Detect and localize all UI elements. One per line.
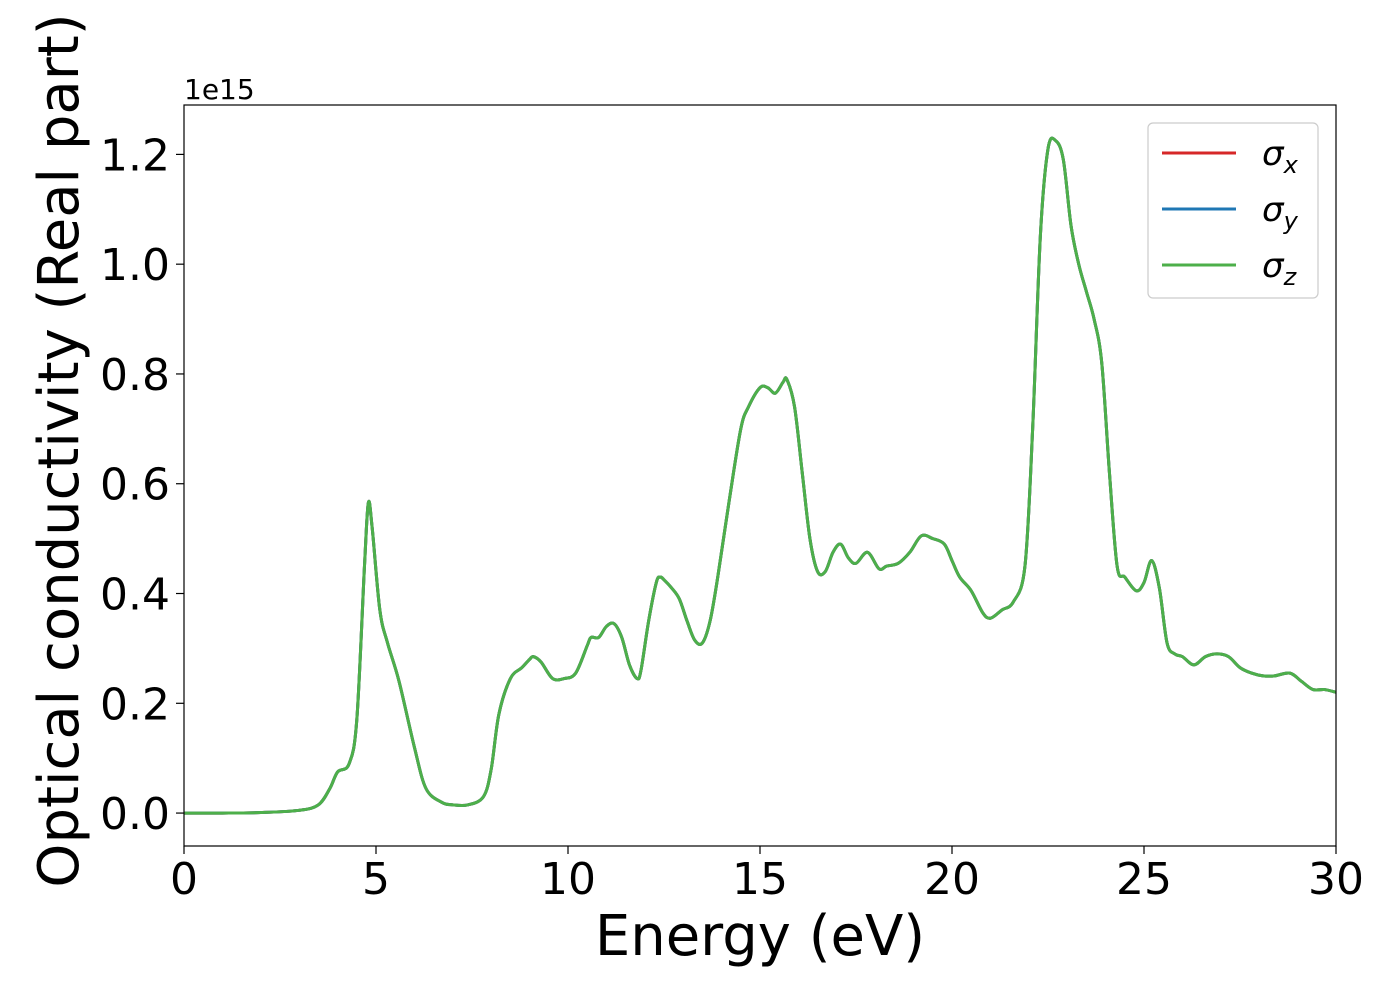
x-axis-title: Energy (eV) bbox=[595, 904, 925, 969]
x-tick-label: 0 bbox=[170, 854, 198, 905]
legend-label: σy bbox=[1262, 190, 1299, 235]
x-tick-label: 10 bbox=[540, 854, 596, 905]
x-tick-label: 20 bbox=[924, 854, 980, 905]
legend: σx σy σz bbox=[1147, 122, 1319, 299]
y-tick-label: 0.0 bbox=[100, 789, 170, 840]
x-tick-label: 30 bbox=[1308, 854, 1364, 905]
x-tick-label: 15 bbox=[732, 854, 788, 905]
legend-label: σz bbox=[1262, 246, 1298, 291]
y-tick-label: 0.2 bbox=[100, 679, 170, 730]
y-tick-label: 1.2 bbox=[100, 130, 170, 181]
x-tick-label: 25 bbox=[1116, 854, 1172, 905]
y-tick-label: 1.0 bbox=[100, 240, 170, 291]
y-axis-title: Optical conductivity (Real part) bbox=[27, 13, 92, 887]
y-tick-label: 0.8 bbox=[100, 350, 170, 401]
y-tick-label: 0.4 bbox=[100, 570, 170, 621]
y-axis: 0.0 0.2 0.4 0.6 0.8 1.0 1.2 bbox=[100, 130, 184, 840]
legend-label: σx bbox=[1262, 134, 1299, 179]
series-layer bbox=[184, 136, 1336, 815]
y-axis-offset-label: 1e15 bbox=[184, 73, 255, 106]
x-tick-label: 5 bbox=[362, 854, 390, 905]
y-tick-label: 0.6 bbox=[100, 460, 170, 511]
x-axis: 0 5 10 15 20 25 30 bbox=[170, 846, 1364, 905]
series-line-σz bbox=[184, 136, 1336, 815]
